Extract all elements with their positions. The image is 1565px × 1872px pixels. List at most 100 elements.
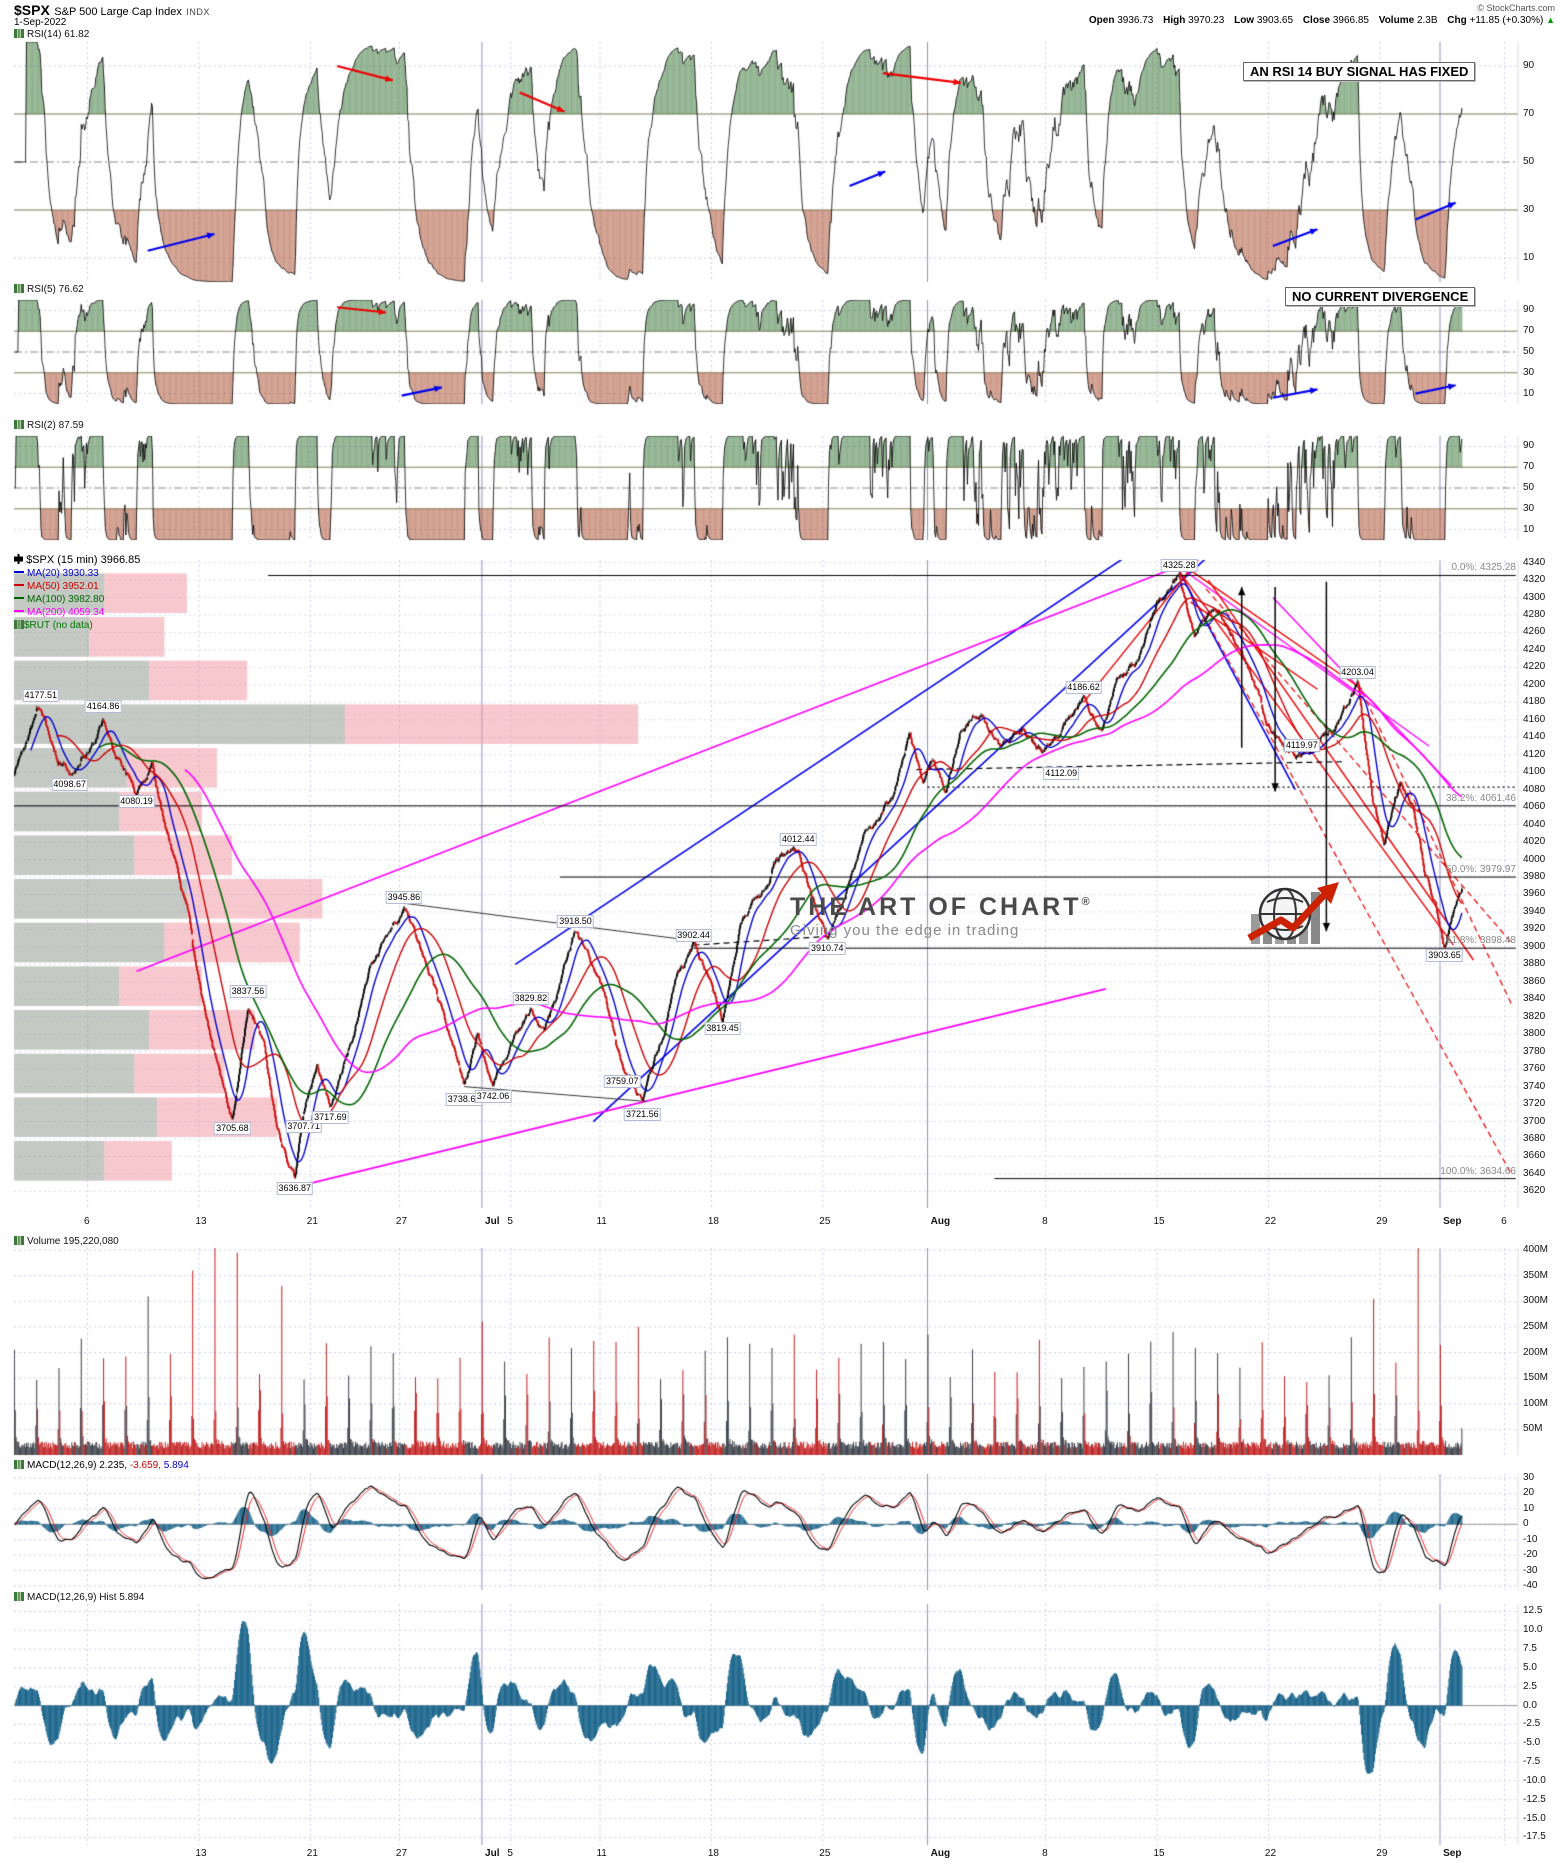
rsi5-pane-label: RSI(5) 76.62 xyxy=(14,284,84,295)
y-tick: 30 xyxy=(1523,1472,1535,1483)
y-tick: 90 xyxy=(1523,60,1535,71)
y-tick: 350M xyxy=(1523,1269,1549,1281)
pivot-price-label: 3636.87 xyxy=(276,1181,314,1195)
y-tick: 3700 xyxy=(1523,1115,1546,1127)
y-tick: 0.0 xyxy=(1523,1699,1537,1711)
pivot-price-label: 3903.65 xyxy=(1426,948,1463,962)
pivot-price-label: 4112.09 xyxy=(1043,766,1080,780)
pivot-price-label: 3742.06 xyxy=(474,1089,512,1103)
pivot-price-label: 4080.19 xyxy=(118,794,155,808)
legend-ma100: MA(100) 3982.80 xyxy=(14,593,140,606)
y-tick: 3800 xyxy=(1523,1028,1546,1040)
low-value: 3903.65 xyxy=(1256,15,1294,26)
x-tick: 25 xyxy=(819,1848,831,1859)
y-tick: -12.5 xyxy=(1523,1793,1546,1805)
x-tick: 22 xyxy=(1264,1848,1277,1859)
y-tick: -10.0 xyxy=(1523,1774,1546,1786)
rsi2-pane-label: RSI(2) 87.59 xyxy=(14,420,84,431)
y-tick: 70 xyxy=(1523,108,1535,119)
y-tick: 2.5 xyxy=(1523,1680,1537,1692)
macd-hist-pane-label: MACD(12,26,9) Hist 5.894 xyxy=(14,1592,144,1603)
y-tick: 3940 xyxy=(1523,905,1546,917)
chart-date: 1-Sep-2022 xyxy=(14,17,67,28)
y-tick: 4020 xyxy=(1523,836,1546,848)
indicator-icon xyxy=(14,1592,24,1601)
y-tick: 4300 xyxy=(1523,591,1546,603)
stockcharts-credit: © StockCharts.com xyxy=(1477,3,1555,13)
y-tick: 3780 xyxy=(1523,1045,1546,1057)
y-tick: 3640 xyxy=(1523,1167,1546,1179)
y-tick: 10.0 xyxy=(1523,1624,1543,1636)
y-tick: -40 xyxy=(1523,1580,1538,1592)
y-tick: 3680 xyxy=(1523,1133,1546,1144)
open-label: Open xyxy=(1088,15,1115,26)
art-of-chart-watermark: THE ART OF CHART® Giving you the edge in… xyxy=(790,893,1093,939)
close-value: 3966.85 xyxy=(1332,15,1369,26)
y-tick: 3980 xyxy=(1523,871,1546,882)
y-tick: 4220 xyxy=(1523,661,1546,673)
y-tick: 10 xyxy=(1523,523,1535,535)
y-tick: 90 xyxy=(1523,440,1535,452)
legend-rut: $RUT (no data) xyxy=(14,619,140,632)
high-label: High xyxy=(1163,15,1186,26)
y-tick: -17.5 xyxy=(1523,1831,1546,1843)
pivot-price-label: 3721.56 xyxy=(624,1107,661,1121)
pivot-price-label: 3910.74 xyxy=(808,942,846,956)
y-tick: 3840 xyxy=(1523,993,1546,1005)
fib-level-label: 38.2%: 4061.46 xyxy=(1445,792,1516,804)
watermark-title: THE ART OF CHART® xyxy=(790,893,1093,921)
watermark-tagline: Giving you the edge in trading xyxy=(790,922,1020,939)
y-tick: 3760 xyxy=(1523,1063,1546,1075)
y-tick: 3740 xyxy=(1523,1080,1546,1092)
volume-label: Volume xyxy=(1378,15,1415,26)
y-tick: 0 xyxy=(1523,1518,1529,1530)
rsi14-pane-label: RSI(14) 61.82 xyxy=(14,29,89,40)
y-tick: 90 xyxy=(1523,304,1535,316)
y-tick: -10 xyxy=(1523,1533,1538,1545)
candlestick-icon xyxy=(14,554,23,564)
y-tick: 150M xyxy=(1523,1372,1549,1384)
chg-value: +11.85 (+0.30%) xyxy=(1469,15,1544,26)
x-tick: 29 xyxy=(1376,1848,1388,1859)
y-tick: 4100 xyxy=(1523,766,1546,778)
y-tick: 4000 xyxy=(1523,853,1546,865)
y-tick: 400M xyxy=(1523,1244,1549,1256)
x-tick: 25 xyxy=(819,1216,831,1227)
y-tick: 4120 xyxy=(1523,748,1546,760)
y-tick: 10 xyxy=(1523,387,1535,399)
pivot-price-label: 4203.04 xyxy=(1339,666,1376,680)
y-tick: -7.5 xyxy=(1523,1756,1541,1768)
legend-ma50: MA(50) 3952.01 xyxy=(14,580,140,593)
pivot-price-label: 3759.07 xyxy=(604,1074,641,1088)
y-tick: 4280 xyxy=(1523,609,1546,621)
x-tick: 18 xyxy=(707,1848,719,1859)
pivot-price-label: 4177.51 xyxy=(22,688,60,702)
x-tick: 27 xyxy=(395,1216,408,1227)
y-tick: 7.5 xyxy=(1523,1643,1537,1655)
y-tick: 5.0 xyxy=(1523,1661,1537,1673)
y-tick: 4140 xyxy=(1523,731,1546,743)
y-tick: 250M xyxy=(1523,1320,1549,1332)
symbol: $SPX xyxy=(14,2,50,18)
line-marker-icon xyxy=(14,610,24,612)
y-tick: 50M xyxy=(1523,1423,1543,1435)
y-tick: 4160 xyxy=(1523,713,1546,725)
legend-spx: $SPX (15 min) 3966.85 xyxy=(14,554,140,567)
pivot-price-label: 3837.56 xyxy=(229,985,267,999)
x-tick: Jul xyxy=(485,1216,500,1227)
high-value: 3970.23 xyxy=(1188,15,1225,26)
x-tick: 22 xyxy=(1264,1216,1277,1227)
pivot-price-label: 4119.97 xyxy=(1283,738,1320,752)
x-tick: Jul xyxy=(485,1848,500,1859)
indicator-icon xyxy=(14,29,24,38)
x-tick: 6 xyxy=(83,1216,90,1227)
indicator-icon xyxy=(14,1236,24,1245)
main-legend: $SPX (15 min) 3966.85 MA(20) 3930.33 MA(… xyxy=(14,554,140,632)
y-tick: 3660 xyxy=(1523,1150,1546,1162)
pivot-price-label: 4325.28 xyxy=(1161,559,1198,573)
quote-bar: Open 3936.73 High 3970.23 Low 3903.65 Cl… xyxy=(1082,15,1555,26)
fib-level-label: 50.0%: 3979.97 xyxy=(1445,864,1516,876)
exchange: INDX xyxy=(186,7,210,17)
index-name: S&P 500 Large Cap Index xyxy=(54,6,182,18)
indicator-icon xyxy=(14,620,24,629)
